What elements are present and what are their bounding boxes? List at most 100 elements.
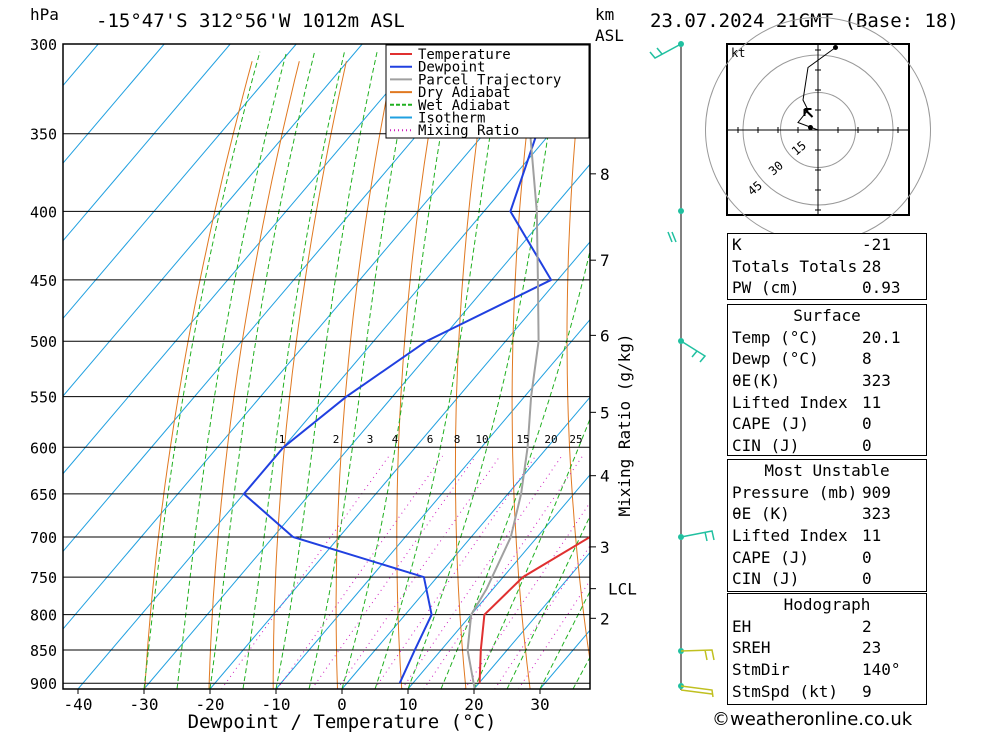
basic-index-value: -21 [862,235,891,254]
profile-temperature [478,535,590,684]
wet-adiabat-line [341,51,456,689]
wet-adiabat-line [143,51,261,689]
isotherm-line [63,44,561,630]
hodo-index-label: StmSpd (kt) [732,681,838,701]
dry-adiabat-line [208,61,300,689]
temp-tick-label: 0 [337,695,347,714]
dry-adiabat-line [672,61,723,689]
hodo-index-value: 23 [862,638,882,658]
surface-index-row: Dewp (°C) 8 [728,348,926,370]
profile-parcel-trajectory [466,44,540,689]
isotherm-line [63,44,495,553]
pressure-unit-label: hPa [30,5,59,24]
basic-index-row: PW (cm) 0.93 [728,277,926,299]
wind-profile [649,41,715,698]
pressure-tick-label: 850 [30,642,57,660]
hodograph-sfc-point [808,125,813,130]
basic-index-row: K -21 [728,234,926,256]
pressure-tick-label: 650 [30,486,57,504]
km-tick-label: 5 [600,403,610,422]
legend-entry: Wet Adiabat [418,98,511,114]
mixing-ratio-line [336,455,501,689]
y2-axis-title: Mixing Ratio (g/kg) [615,333,634,516]
wet-adiabat-line [209,51,316,689]
mixing-ratio-label: 1 [279,433,286,446]
legend-entry: Temperature [418,47,511,63]
wind-barb [680,340,707,363]
surface-index-row: CAPE (J) 0 [728,413,926,435]
wet-adiabat-line [374,51,504,689]
mixing-ratio-label: 8 [454,433,461,446]
mixing-ratio-line [401,455,563,689]
isotherm-line [143,163,590,689]
wet-adiabat-line [506,514,590,689]
isotherm-line [341,396,590,689]
mu-index-label: Lifted Index [732,526,848,546]
mu-index-value: 0 [862,547,872,567]
dry-adiabat-line [272,61,347,689]
pressure-tick-label: 350 [30,126,57,144]
mixing-ratio-label: 6 [427,433,434,446]
mixing-ratio-line [311,455,477,689]
plot-frame [62,43,591,690]
pressure-tick-label: 700 [30,529,57,547]
pressure-tick-label: 750 [30,569,57,587]
axes: 300350400450500550600650700750800850900-… [30,36,637,714]
wet-adiabat-line [440,249,590,689]
wet-adiabat-line [176,51,288,689]
temp-tick-label: 30 [530,695,549,714]
basic-index-value: 28 [862,256,882,276]
mu-index-label: Pressure (mb) [732,482,858,502]
km-tick-label: 8 [600,165,610,184]
surface-index-value: 8 [862,349,872,369]
surface-index-value: 20.1 [862,327,901,347]
mixing-ratio-label: 3 [367,433,374,446]
hodograph-unit: kt [731,46,745,60]
legend-entry: Parcel Trajectory [418,72,561,88]
mixing-ratio-line [464,501,590,689]
surface-index-value: 11 [862,392,882,412]
lcl-label: LCL [608,580,637,599]
temp-tick-label: -40 [64,695,93,714]
basic-index-value: 0.93 [862,278,901,298]
legend-entry: Dry Adiabat [418,85,511,101]
hodo-title: Hodograph [783,595,871,614]
hodo-index-value: 140° [862,660,901,680]
hodo-index-label: SREH [732,638,771,658]
mu-index-value: 323 [862,504,891,524]
x-axis-title: Dewpoint / Temperature (°C) [188,711,497,733]
surface-index-row: Temp (°C) 20.1 [728,327,926,349]
legend-entry: Isotherm [418,111,485,127]
mixing-ratio-line [494,544,590,689]
profile-dewpoint [242,44,575,684]
legend-entry: Dewpoint [418,60,485,76]
km-tick-label: 7 [600,251,610,270]
dry-adiabat-line [335,61,395,689]
wet-adiabat-line [539,590,590,689]
dry-adiabat-line [566,61,590,665]
temp-tick-label: -30 [130,695,159,714]
basic-index-label: Totals Totals [732,256,858,276]
wind-barb [680,649,715,661]
mu-title: Most Unstable [764,461,890,480]
surface-index-value: 323 [862,371,891,391]
pressure-tick-label: 300 [30,36,57,54]
wet-adiabat-line [308,51,414,689]
mu-index-row: θE (K) 323 [728,503,926,525]
mu-index-value: 0 [862,569,872,589]
hodograph-trace [797,47,836,131]
mixing-ratio-label: 15 [516,433,529,446]
hodo-index-value: 2 [862,616,872,636]
pressure-tick-label: 900 [30,675,57,693]
mu-index-row: CAPE (J) 0 [728,547,926,569]
wind-barb [680,530,715,542]
wind-barb [680,685,714,698]
dry-adiabat-line [396,61,442,689]
surface-title: Surface [793,306,861,325]
isotherm-line [63,44,165,164]
isotherm-line [407,474,590,689]
credit-label: ©weatheronline.co.uk [712,709,913,730]
mixing-ratio-label: 10 [475,433,488,446]
